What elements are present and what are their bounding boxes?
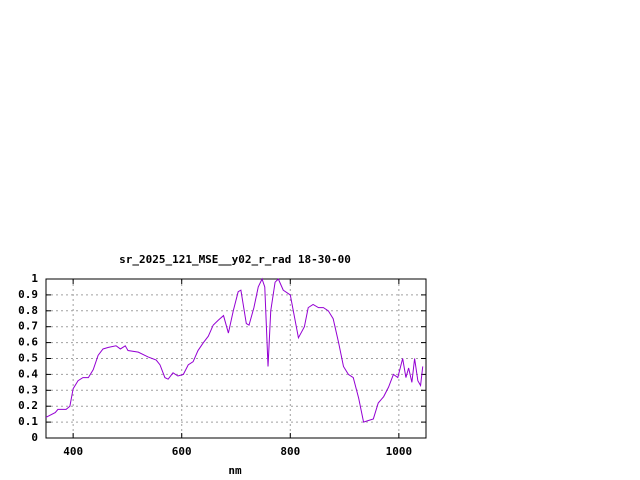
x-tick-label: 600 (172, 445, 192, 458)
x-tick-label: 1000 (386, 445, 413, 458)
y-tick-label: 0.5 (18, 352, 38, 365)
data-line (45, 277, 424, 423)
y-tick-label: 0 (31, 431, 38, 444)
y-tick-label: 0.4 (18, 367, 38, 380)
chart-title: sr_2025_121_MSE__y02_r_rad 18-30-00 (119, 253, 351, 266)
y-tick-label: 0.2 (18, 399, 38, 412)
x-tick-label: 400 (63, 445, 83, 458)
y-tick-label: 0.9 (18, 288, 38, 301)
y-tick-label: 0.8 (18, 304, 38, 317)
y-tick-label: 0.3 (18, 383, 38, 396)
y-tick-label: 0.6 (18, 336, 38, 349)
x-tick-label: 800 (280, 445, 300, 458)
y-tick-label: 1 (31, 272, 38, 285)
plot-frame (45, 278, 427, 439)
y-tick-label: 0.1 (18, 415, 38, 428)
y-tick-label: 0.7 (18, 320, 38, 333)
x-axis-label: nm (228, 464, 242, 477)
